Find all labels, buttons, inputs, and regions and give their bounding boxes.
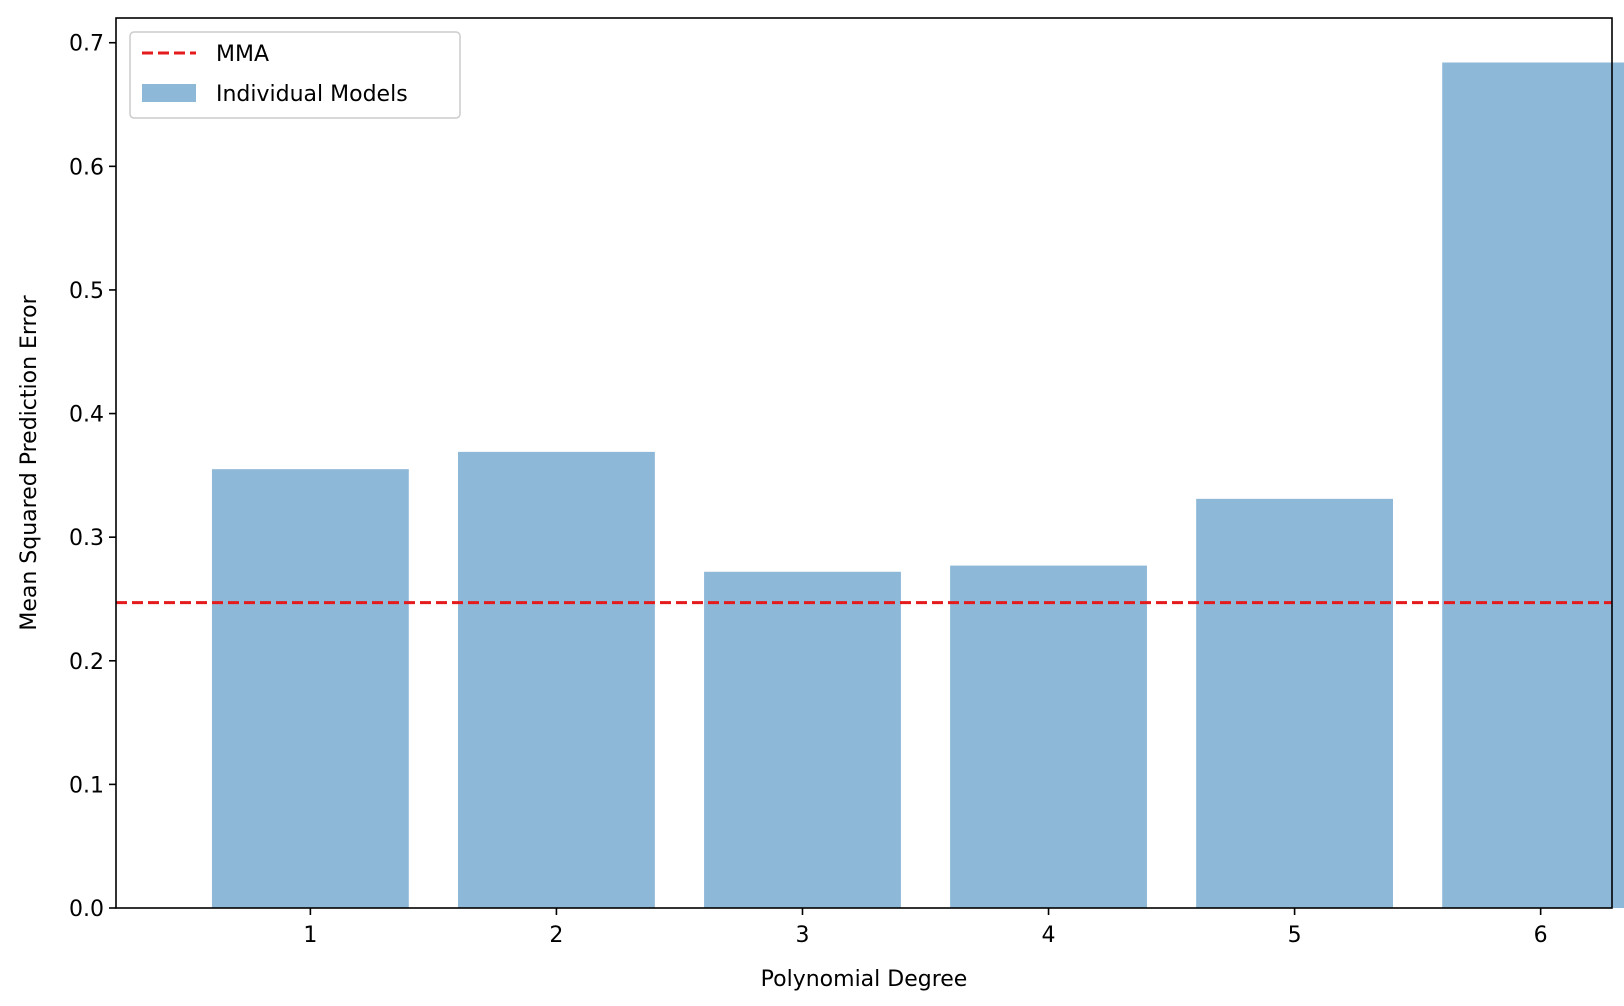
- ticks-layer: 0.0 0.1 0.2 0.3 0.4 0.5 0.6 0.7 1 2 3 4 5 6: [69, 32, 1548, 948]
- x-tick-label: 4: [1042, 923, 1056, 948]
- x-tick-label: 2: [549, 923, 563, 948]
- y-tick-label: 0.0: [69, 897, 104, 922]
- y-tick-label: 0.6: [69, 155, 104, 180]
- y-tick-label: 0.7: [69, 32, 104, 57]
- y-axis-label: Mean Squared Prediction Error: [17, 294, 42, 630]
- x-tick-label: 5: [1288, 923, 1302, 948]
- bar-degree-6: [1442, 62, 1624, 908]
- y-tick-label: 0.1: [69, 773, 104, 798]
- y-tick-label: 0.2: [69, 650, 104, 675]
- axes-layer: [115, 17, 1613, 909]
- plot-frame: [115, 17, 1613, 909]
- legend-box: [129, 31, 461, 119]
- x-axis-label: Polynomial Degree: [761, 967, 968, 992]
- x-tick-label: 1: [303, 923, 317, 948]
- legend-label-individual-models: Individual Models: [216, 82, 408, 107]
- bar-degree-4: [950, 565, 1147, 908]
- bars-layer: [211, 62, 1624, 908]
- x-tick-label: 6: [1534, 923, 1548, 948]
- bar-degree-2: [458, 451, 655, 908]
- legend-label-mma: MMA: [216, 42, 269, 67]
- x-tick-label: 3: [795, 923, 809, 948]
- bar-degree-5: [1196, 498, 1394, 908]
- y-tick-label: 0.3: [69, 526, 104, 551]
- legend: MMA Individual Models: [129, 31, 461, 119]
- bar-degree-1: [211, 469, 409, 908]
- bar-degree-3: [704, 571, 901, 908]
- legend-swatch-individual-models: [142, 84, 196, 102]
- y-tick-label: 0.4: [69, 403, 104, 428]
- y-tick-label: 0.5: [69, 279, 104, 304]
